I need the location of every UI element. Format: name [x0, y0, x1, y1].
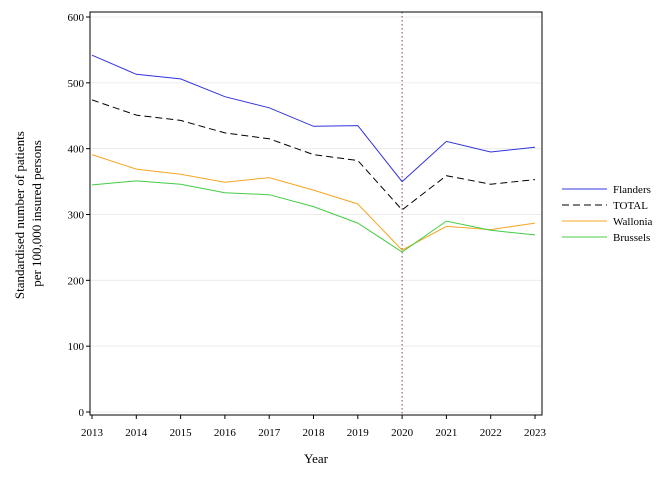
x-tick-label: 2014 — [125, 427, 148, 439]
series-line-flanders — [91, 54, 536, 183]
grid-lines — [90, 16, 542, 413]
y-tick-label: 200 — [68, 275, 85, 287]
legend-label-flanders: Flanders — [613, 184, 651, 196]
y-tick-label: 100 — [68, 341, 85, 353]
legend-label-brussels: Brussels — [613, 232, 650, 244]
legend-label-total: TOTAL — [613, 200, 648, 212]
y-tick-label: 500 — [68, 78, 85, 90]
y-axis-title-line-1: Standardised number of patients — [12, 131, 27, 299]
x-tick-label: 2022 — [480, 427, 502, 439]
x-tick-label: 2017 — [258, 427, 281, 439]
x-tick-label: 2019 — [347, 427, 370, 439]
y-tick-label: 600 — [68, 12, 85, 24]
series-line-brussels — [91, 180, 536, 253]
series-line-wallonia — [91, 154, 536, 251]
legend: Flanders TOTAL Wallonia Brussels — [562, 184, 653, 244]
x-tick-label: 2013 — [81, 427, 104, 439]
x-tick-label: 2021 — [435, 427, 457, 439]
series-line-total — [91, 99, 536, 211]
x-tick-label: 2020 — [391, 427, 414, 439]
y-tick-label: 300 — [68, 210, 85, 222]
plot-frame — [89, 11, 543, 416]
y-axis-title: Standardised number of patients per 100,… — [12, 128, 44, 299]
y-tick-label: 400 — [68, 144, 85, 156]
x-tick-label: 2023 — [524, 427, 547, 439]
x-axis: 2013 2014 2015 2016 2017 2018 2019 2020 2021 2022… — [81, 415, 547, 439]
x-axis-title: Year — [304, 451, 329, 466]
x-tick-label: 2018 — [303, 427, 326, 439]
y-axis: 0 100 200 300 400 500 600 — [68, 12, 90, 419]
legend-label-wallonia: Wallonia — [613, 216, 653, 228]
series-lines — [91, 54, 536, 253]
y-axis-title-line-2: per 100,000 insured persons — [29, 140, 44, 287]
y-tick-label: 0 — [79, 407, 85, 419]
x-tick-label: 2016 — [214, 427, 237, 439]
x-tick-label: 2015 — [170, 427, 193, 439]
